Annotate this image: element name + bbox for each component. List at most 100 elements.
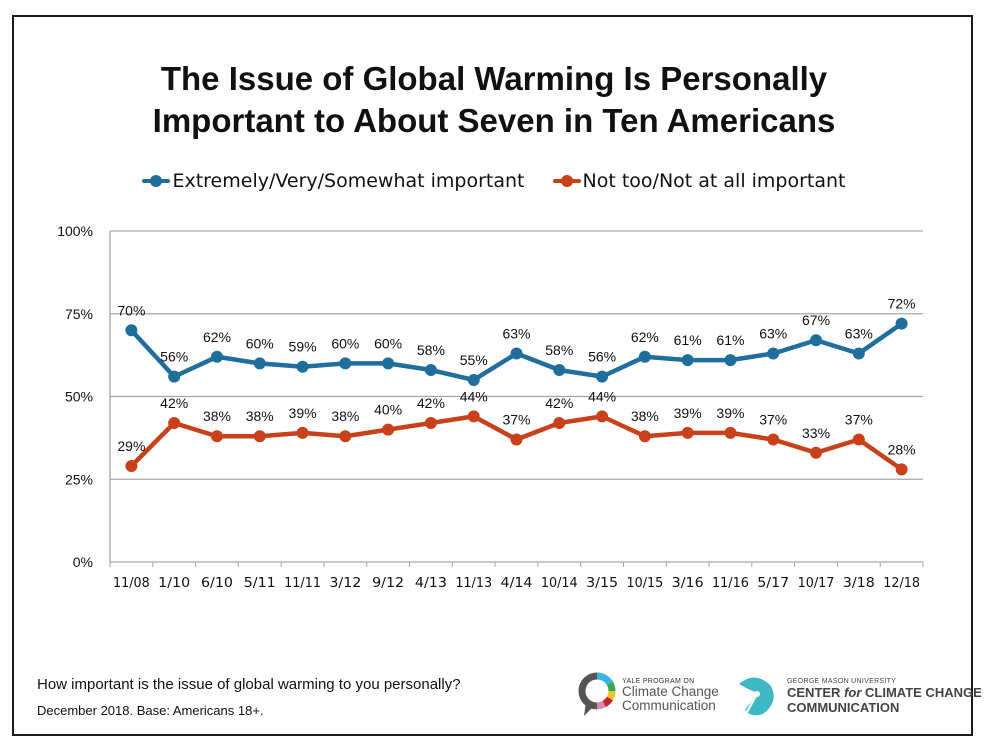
data-point-2	[510, 433, 523, 446]
gmu-line1-a: CENTER	[787, 684, 845, 700]
data-point-2	[210, 430, 223, 443]
data-point-2	[638, 430, 651, 443]
data-label-1: 60%	[246, 335, 274, 351]
x-tick-label: 12/18	[883, 576, 920, 591]
chart-title: The Issue of Global Warming Is Personall…	[0, 58, 988, 142]
data-point-1	[168, 370, 181, 383]
data-label-2: 39%	[674, 405, 702, 421]
data-point-1	[596, 370, 609, 383]
data-point-2	[681, 426, 694, 439]
data-label-1: 62%	[203, 329, 231, 345]
survey-note: December 2018. Base: Americans 18+.	[37, 703, 264, 718]
data-label-1: 63%	[759, 325, 787, 341]
data-label-1: 61%	[716, 332, 744, 348]
data-label-1: 70%	[117, 302, 145, 318]
x-tick-label: 4/13	[415, 576, 447, 591]
data-point-2	[253, 430, 266, 443]
legend-item-important: Extremely/Very/Somewhat important	[142, 170, 525, 192]
data-point-2	[296, 426, 309, 439]
legend-item-not-important: Not too/Not at all important	[552, 170, 846, 192]
x-tick-label: 3/12	[329, 576, 361, 591]
title-line-2: Important to About Seven in Ten American…	[152, 102, 836, 139]
data-point-1	[125, 324, 138, 337]
data-point-1	[895, 317, 908, 330]
data-label-2: 40%	[374, 402, 402, 418]
data-label-1: 62%	[631, 329, 659, 345]
x-tick-label: 6/10	[201, 576, 233, 591]
gmu-line1-c: CLIMATE CHANGE	[861, 684, 982, 700]
speech-bubble-ring-icon	[578, 672, 616, 716]
data-label-1: 55%	[460, 352, 488, 368]
data-label-1: 60%	[331, 335, 359, 351]
legend-swatch-orange-icon	[552, 175, 581, 187]
legend-label-important: Extremely/Very/Somewhat important	[172, 170, 525, 192]
data-label-1: 56%	[588, 349, 616, 365]
data-label-1: 58%	[545, 342, 573, 358]
data-label-1: 56%	[160, 349, 188, 365]
data-label-1: 60%	[374, 335, 402, 351]
data-point-1	[852, 347, 865, 360]
x-tick-label: 11/16	[712, 576, 749, 591]
data-label-2: 29%	[117, 438, 145, 454]
x-tick-label: 11/13	[455, 576, 492, 591]
data-point-1	[296, 360, 309, 373]
x-tick-label: 9/12	[372, 576, 404, 591]
data-label-2: 33%	[802, 425, 830, 441]
slide-frame	[12, 15, 973, 736]
gmu-logo-line-1: CENTER for CLIMATE CHANGE	[787, 685, 982, 700]
y-tick-label: 75%	[65, 306, 93, 322]
survey-question: How important is the issue of global war…	[37, 676, 461, 693]
data-point-2	[852, 433, 865, 446]
x-tick-label: 3/18	[843, 576, 875, 591]
x-tick-label: 11/08	[113, 576, 150, 591]
gmu-logo: GEORGE MASON UNIVERSITY CENTER for CLIMA…	[733, 674, 982, 718]
data-label-1: 61%	[674, 332, 702, 348]
data-label-2: 38%	[331, 408, 359, 424]
gmu-line1-for: for	[844, 684, 862, 700]
x-tick-label: 10/17	[798, 576, 835, 591]
x-tick-label: 5/11	[244, 576, 276, 591]
chart-legend: Extremely/Very/Somewhat important Not to…	[0, 170, 988, 192]
x-tick-label: 5/17	[757, 576, 789, 591]
yale-logo-line-1: Climate Change	[622, 683, 719, 699]
data-point-1	[638, 350, 651, 363]
data-point-1	[253, 357, 266, 370]
yale-logo: YALE PROGRAM ON Climate Change Communica…	[578, 672, 719, 718]
x-tick-label: 4/14	[501, 576, 533, 591]
legend-swatch-blue-icon	[142, 175, 171, 187]
data-point-2	[168, 416, 181, 429]
data-point-2	[553, 416, 566, 429]
data-point-1	[553, 364, 566, 377]
data-label-1: 72%	[888, 296, 916, 312]
data-point-1	[467, 373, 480, 386]
data-point-1	[767, 347, 780, 360]
legend-label-not-important: Not too/Not at all important	[582, 170, 846, 192]
data-point-2	[125, 460, 138, 473]
data-label-1: 63%	[845, 325, 873, 341]
data-label-2: 42%	[417, 395, 445, 411]
data-label-2: 39%	[716, 405, 744, 421]
data-label-1: 58%	[417, 342, 445, 358]
data-point-1	[382, 357, 395, 370]
data-label-2: 37%	[502, 412, 530, 428]
data-point-1	[210, 350, 223, 363]
data-point-2	[424, 416, 437, 429]
title-line-1: The Issue of Global Warming Is Personall…	[160, 60, 828, 97]
y-tick-label: 100%	[57, 223, 93, 239]
x-tick-label: 1/10	[158, 576, 190, 591]
gmu-logo-small: GEORGE MASON UNIVERSITY	[787, 677, 897, 685]
data-label-2: 37%	[759, 412, 787, 428]
data-label-2: 28%	[888, 441, 916, 457]
data-label-2: 37%	[845, 412, 873, 428]
y-tick-label: 25%	[65, 471, 93, 487]
x-tick-label: 3/16	[672, 576, 704, 591]
data-label-2: 44%	[588, 388, 616, 404]
data-label-2: 44%	[460, 388, 488, 404]
x-tick-label: 3/15	[586, 576, 618, 591]
data-point-1	[810, 334, 823, 347]
x-tick-label: 11/11	[284, 576, 321, 591]
data-label-2: 38%	[203, 408, 231, 424]
x-tick-label: 10/15	[626, 576, 663, 591]
y-tick-label: 0%	[73, 554, 93, 570]
